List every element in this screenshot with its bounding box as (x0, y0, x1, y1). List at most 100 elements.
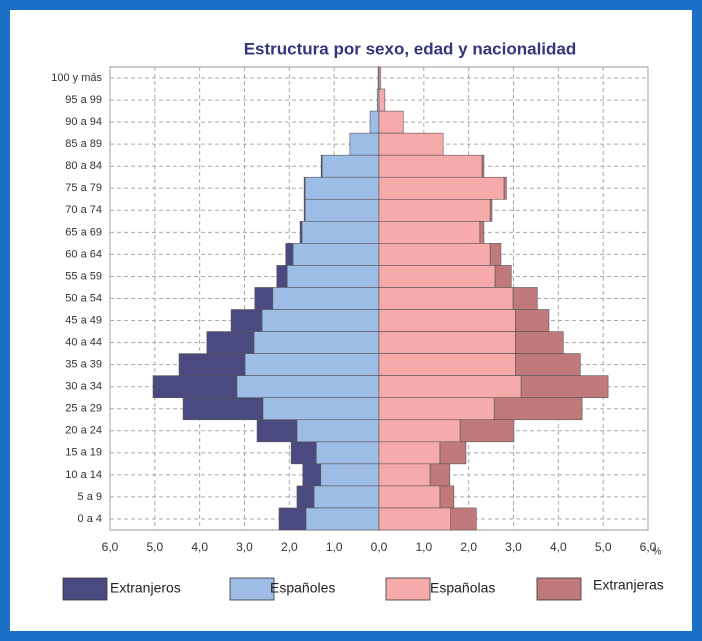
y-tick-label: 90 a 94 (65, 116, 102, 128)
bar (503, 176, 507, 200)
y-tick-label: 70 a 74 (65, 204, 102, 216)
legend-label: Extranjeras (593, 577, 664, 593)
x-tick-label: 0,0 (371, 540, 388, 554)
bar (304, 198, 380, 222)
bar (494, 265, 512, 288)
bar (514, 331, 564, 354)
bar (286, 265, 380, 288)
x-tick-label: 6,0 (640, 540, 657, 554)
x-tick-label: 6,0 (102, 540, 119, 554)
bar (378, 397, 495, 421)
bar (514, 353, 581, 376)
x-tick-label: 3,0 (505, 540, 522, 554)
y-tick-label: 75 a 79 (65, 182, 102, 194)
y-tick-label: 40 a 44 (65, 337, 102, 349)
bar (305, 507, 380, 531)
y-tick-label: 65 a 69 (65, 226, 102, 238)
x-tick-label: 2,0 (460, 540, 477, 554)
bar (303, 176, 306, 200)
bar (315, 441, 380, 465)
bar (303, 198, 306, 222)
bar (378, 331, 516, 354)
legend-swatch (229, 577, 275, 601)
chart-title: Estructura por sexo, edad y nacionalidad (244, 39, 577, 58)
bar (320, 463, 380, 487)
bar (378, 441, 441, 465)
bar (439, 485, 455, 509)
x-tick-label: 5,0 (595, 540, 612, 554)
legend-label: Extranjeros (110, 580, 181, 596)
bar (439, 441, 467, 465)
bar (230, 309, 263, 332)
bar (520, 375, 609, 399)
y-tick-label: 55 a 59 (65, 270, 102, 282)
bar (514, 309, 550, 332)
x-tick-label: 3,0 (236, 540, 253, 554)
bar (182, 397, 264, 421)
bar (378, 221, 481, 244)
bar (481, 154, 485, 178)
bar (378, 154, 483, 178)
bar (378, 198, 491, 222)
y-tick-label: 95 a 99 (65, 94, 102, 106)
legend-swatch (62, 577, 108, 601)
y-tick-label: 10 a 14 (65, 469, 102, 481)
y-tick-label: 35 a 39 (65, 359, 102, 371)
bar (206, 331, 255, 354)
bar (254, 287, 274, 310)
bar (349, 132, 380, 156)
bar (450, 507, 477, 531)
x-tick-label: 1,0 (415, 540, 432, 554)
bar (378, 419, 461, 443)
y-tick-label: 100 y más (51, 72, 102, 84)
bar (292, 243, 380, 266)
legend-swatch (385, 577, 431, 601)
bar (378, 287, 514, 310)
y-tick-label: 30 a 34 (65, 381, 102, 393)
bar (369, 110, 380, 134)
bar (378, 485, 441, 509)
y-tick-label: 85 a 89 (65, 138, 102, 150)
bar (276, 265, 288, 288)
bar (378, 176, 505, 200)
bar (272, 287, 380, 310)
x-tick-label: 5,0 (146, 540, 163, 554)
x-tick-label: 1,0 (326, 540, 343, 554)
x-tick-label: 2,0 (281, 540, 298, 554)
bar (178, 353, 246, 376)
x-tick-label: 4,0 (550, 540, 567, 554)
bar (489, 198, 493, 222)
bar (378, 265, 496, 288)
bar (378, 243, 491, 266)
y-tick-label: 0 a 4 (78, 513, 102, 525)
bar (313, 485, 380, 509)
legend-swatch (536, 577, 582, 601)
bar (244, 353, 380, 376)
bar (304, 176, 380, 200)
bar (262, 397, 380, 421)
bar (378, 507, 452, 531)
bar (256, 419, 298, 443)
bar (152, 375, 238, 399)
bar (296, 485, 315, 509)
bar (378, 88, 386, 112)
bar (378, 463, 431, 487)
bar (253, 331, 380, 354)
bar (378, 353, 516, 376)
bar (278, 507, 307, 531)
bar (301, 221, 380, 244)
bar (493, 397, 583, 421)
bar (321, 154, 380, 178)
bar (378, 375, 522, 399)
y-tick-label: 15 a 19 (65, 447, 102, 459)
x-tick-label: 4,0 (191, 540, 208, 554)
bar (302, 463, 322, 487)
x-axis-label: % (653, 547, 662, 558)
y-tick-label: 80 a 84 (65, 160, 102, 172)
bar (236, 375, 380, 399)
y-tick-label: 25 a 29 (65, 403, 102, 415)
y-tick-label: 50 a 54 (65, 292, 102, 304)
bar (285, 243, 294, 266)
bar (261, 309, 380, 332)
